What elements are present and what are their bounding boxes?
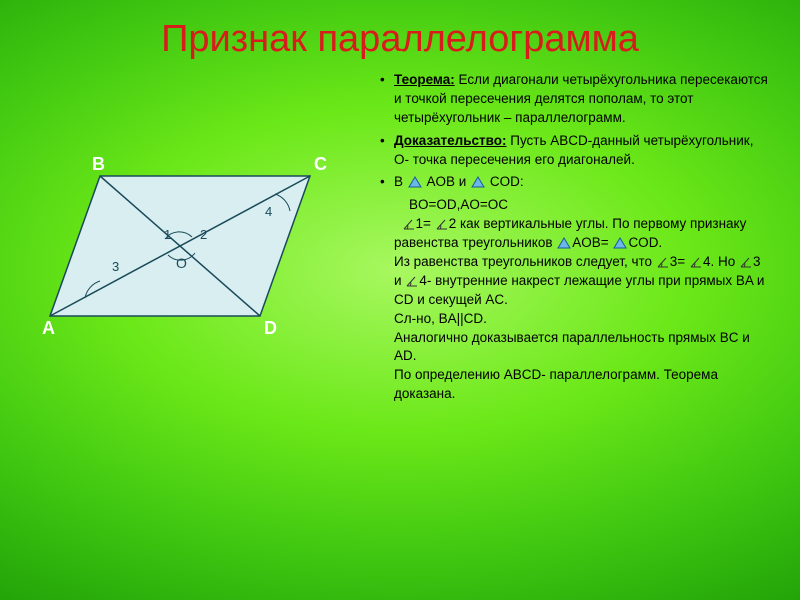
proof-intro-item: Доказательство: Пусть ABCD-данный четырё… <box>380 132 770 170</box>
diagram-panel: A B C D O1 2 3 4 <box>30 71 370 580</box>
proof-step7: По определению ABCD- параллелограмм. Тео… <box>394 366 770 404</box>
svg-text:2: 2 <box>200 227 207 242</box>
angle-icon <box>436 218 448 230</box>
triangle-icon <box>408 176 422 188</box>
proof-step2: BO=OD,AO=OC <box>394 196 770 215</box>
proof-step5: Сл-но, BA||CD. <box>394 310 770 329</box>
svg-text:O: O <box>176 255 187 271</box>
proof-step4: Из равенства треугольников следует, что … <box>394 253 770 310</box>
proof-step1: В AOB и COD: <box>380 173 770 192</box>
proof-label: Доказательство: <box>394 133 506 148</box>
angle-icon <box>406 275 418 287</box>
svg-text:4: 4 <box>265 204 272 219</box>
theorem-item: Теорема: Если диагонали четырёхугольника… <box>380 71 770 128</box>
svg-text:3: 3 <box>112 259 119 274</box>
triangle-icon <box>471 176 485 188</box>
angle-icon <box>657 256 669 268</box>
triangle-icon <box>557 237 571 249</box>
proof-step6: Аналогично доказывается параллельность п… <box>394 329 770 367</box>
svg-text:D: D <box>264 318 277 338</box>
svg-text:C: C <box>314 154 327 174</box>
svg-text:1: 1 <box>164 227 171 242</box>
angle-icon <box>740 256 752 268</box>
svg-text:A: A <box>42 318 55 338</box>
parallelogram-diagram: A B C D O1 2 3 4 <box>30 131 350 351</box>
triangle-icon <box>613 237 627 249</box>
proof-step3: 1= 2 как вертикальные углы. По первому п… <box>394 215 770 253</box>
theorem-label: Теорема: <box>394 72 455 87</box>
angle-icon <box>403 218 415 230</box>
angle-icon <box>690 256 702 268</box>
text-panel: Теорема: Если диагонали четырёхугольника… <box>380 71 770 580</box>
slide-title: Признак параллелограмма <box>30 18 770 61</box>
svg-text:B: B <box>92 154 105 174</box>
